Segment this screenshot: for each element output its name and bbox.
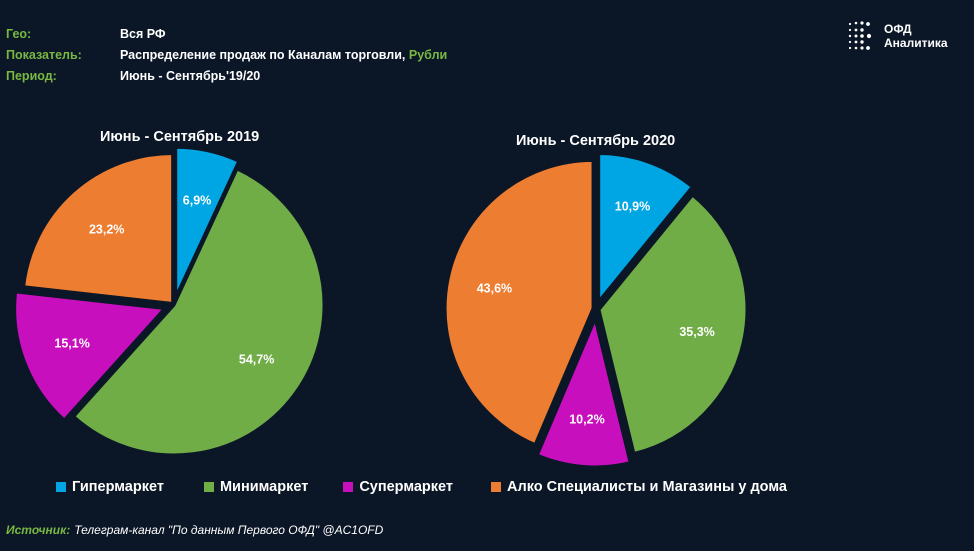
dots-logo-icon [848,21,872,50]
chart-title-2020: Июнь - Сентябрь 2020 [516,133,676,149]
pie-label-minimarket-2020: 35,3% [679,325,714,339]
ofd-logo: ОФД Аналитика [846,19,948,53]
pie-label-supermarket-2019: 15,1% [54,337,89,351]
meta-geo-row: Гео: Вся РФ [6,27,447,48]
pie-label-hypermarket-2019: 6,9% [183,194,212,208]
pie-label-supermarket-2020: 10,2% [569,412,604,426]
pie-label-minimarket-2019: 54,7% [239,353,274,367]
legend-item-minimarket: Минимаркет [203,479,309,495]
legend-label-supermarket: Супермаркет [359,479,454,495]
meta-period-row: Период: Июнь - Сентябрь'19/20 [6,69,447,90]
pie-slice-alco-2020 [443,158,595,447]
logo-text: ОФД Аналитика [884,22,948,50]
source-label: Источник: [6,523,71,537]
period-label: Период: [6,69,57,83]
meta-info: Гео: Вся РФ Показатель: Распределение пр… [6,27,447,90]
indicator-unit: Рубли [408,48,448,62]
source-text: Телеграм-канал "По данным Первого ОФД" @… [74,523,384,537]
source-line: Источник: Телеграм-канал "По данным Перво… [6,523,383,537]
indicator-value: Распределение продаж по Каналам торговли… [120,48,406,62]
pie-slice-hypermarket-2019 [174,145,241,299]
legend-item-supermarket: Супермаркет [343,479,453,495]
legend-label-hypermarket: Гипермаркет [72,479,164,495]
pie-slice-minimarket-2020 [597,193,749,455]
legend-item-hypermarket: Гипермаркет [56,479,164,495]
pie-label-hypermarket-2020: 10,9% [615,200,650,214]
legend-item-alco: Алко Специалисты и Магазины у дома [491,479,787,495]
logo-line-2: Аналитика [884,36,948,50]
pie-label-alco-2020: 43,6% [477,281,512,295]
geo-value: Вся РФ [120,27,166,41]
legend-swatch-minimarket [203,482,214,492]
indicator-label: Показатель: [6,48,82,62]
period-value: Июнь - Сентябрь'19/20 [120,69,261,83]
pie-label-alco-2019: 23,2% [89,223,124,237]
pie-slice-supermarket-2019 [13,290,167,422]
pie-slice-hypermarket-2020 [597,151,694,303]
chart-title-2019: Июнь - Сентябрь 2019 [100,129,260,145]
legend-swatch-alco [491,482,502,492]
logo-line-1: ОФД [884,22,912,36]
legend-swatch-hypermarket [56,482,66,492]
meta-indicator-row: Показатель: Распределение продаж по Кана… [6,48,447,69]
pie-slice-supermarket-2020 [535,317,632,469]
legend-label-alco: Алко Специалисты и Магазины у дома [507,479,787,495]
legend: Гипермаркет Минимаркет Супермаркет Алко … [56,479,787,495]
pie-slice-alco-2019 [22,152,175,306]
geo-label: Гео: [6,27,32,41]
indicator-value-wrap: Распределение продаж по Каналам торговли… [120,48,447,69]
legend-label-minimarket: Минимаркет [219,479,309,495]
legend-swatch-supermarket [343,482,354,492]
pie-slice-minimarket-2019 [72,167,326,457]
